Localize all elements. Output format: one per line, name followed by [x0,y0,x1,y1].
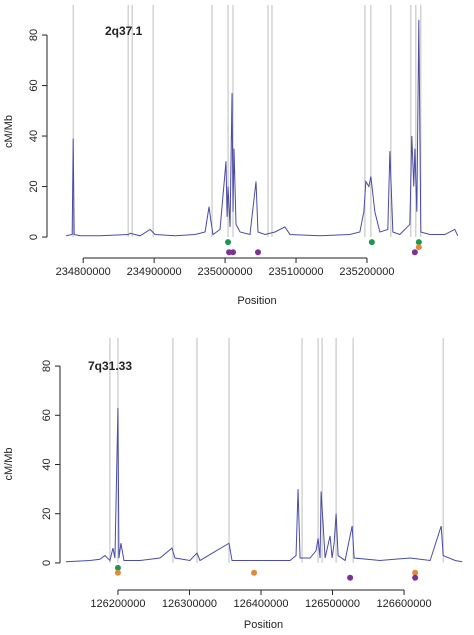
snp-dot [225,239,232,246]
y-tick-label: 40 [28,130,40,142]
y-tick-label: 80 [28,29,40,41]
snp-dot [415,244,422,251]
x-tick-label: 126500000 [305,598,360,610]
y-tick-label: 0 [28,234,40,240]
snp-dot [114,569,121,576]
x-axis-label: Position [244,619,283,631]
snp-dot [230,249,237,256]
y-axis-label: cM/Mb [3,115,15,148]
x-tick-label: 234900000 [127,266,182,278]
snp-dot [412,574,419,581]
annotation: 2q37.1 [105,24,143,38]
y-tick-label: 80 [41,360,53,372]
snp-dot [412,569,419,576]
snp-dot [415,239,422,246]
snp-dot [411,249,418,256]
y-tick-label: 20 [28,180,40,192]
snp-dot [368,239,375,246]
y-axis-label: cM/Mb [3,448,15,481]
snp-dot [251,569,258,576]
x-tick-label: 235100000 [268,266,323,278]
y-tick-label: 20 [41,508,53,520]
snp-dot [347,574,354,581]
x-tick-label: 126400000 [233,598,288,610]
y-tick-label: 60 [28,79,40,91]
rate-line [65,407,463,563]
y-tick-label: 0 [41,560,53,566]
snp-dot [254,249,261,256]
x-axis-label: Position [237,295,276,307]
annotation: 7q31.33 [88,359,132,373]
rate-line [66,19,459,237]
snp-dot [114,564,121,571]
x-tick-label: 235000000 [198,266,253,278]
y-tick-label: 60 [41,409,53,421]
x-tick-label: 126300000 [162,598,217,610]
x-tick-label: 235200000 [339,266,394,278]
x-tick-label: 234800000 [56,266,111,278]
x-tick-label: 126600000 [377,598,432,610]
y-tick-label: 40 [41,458,53,470]
x-tick-label: 126200000 [90,598,145,610]
